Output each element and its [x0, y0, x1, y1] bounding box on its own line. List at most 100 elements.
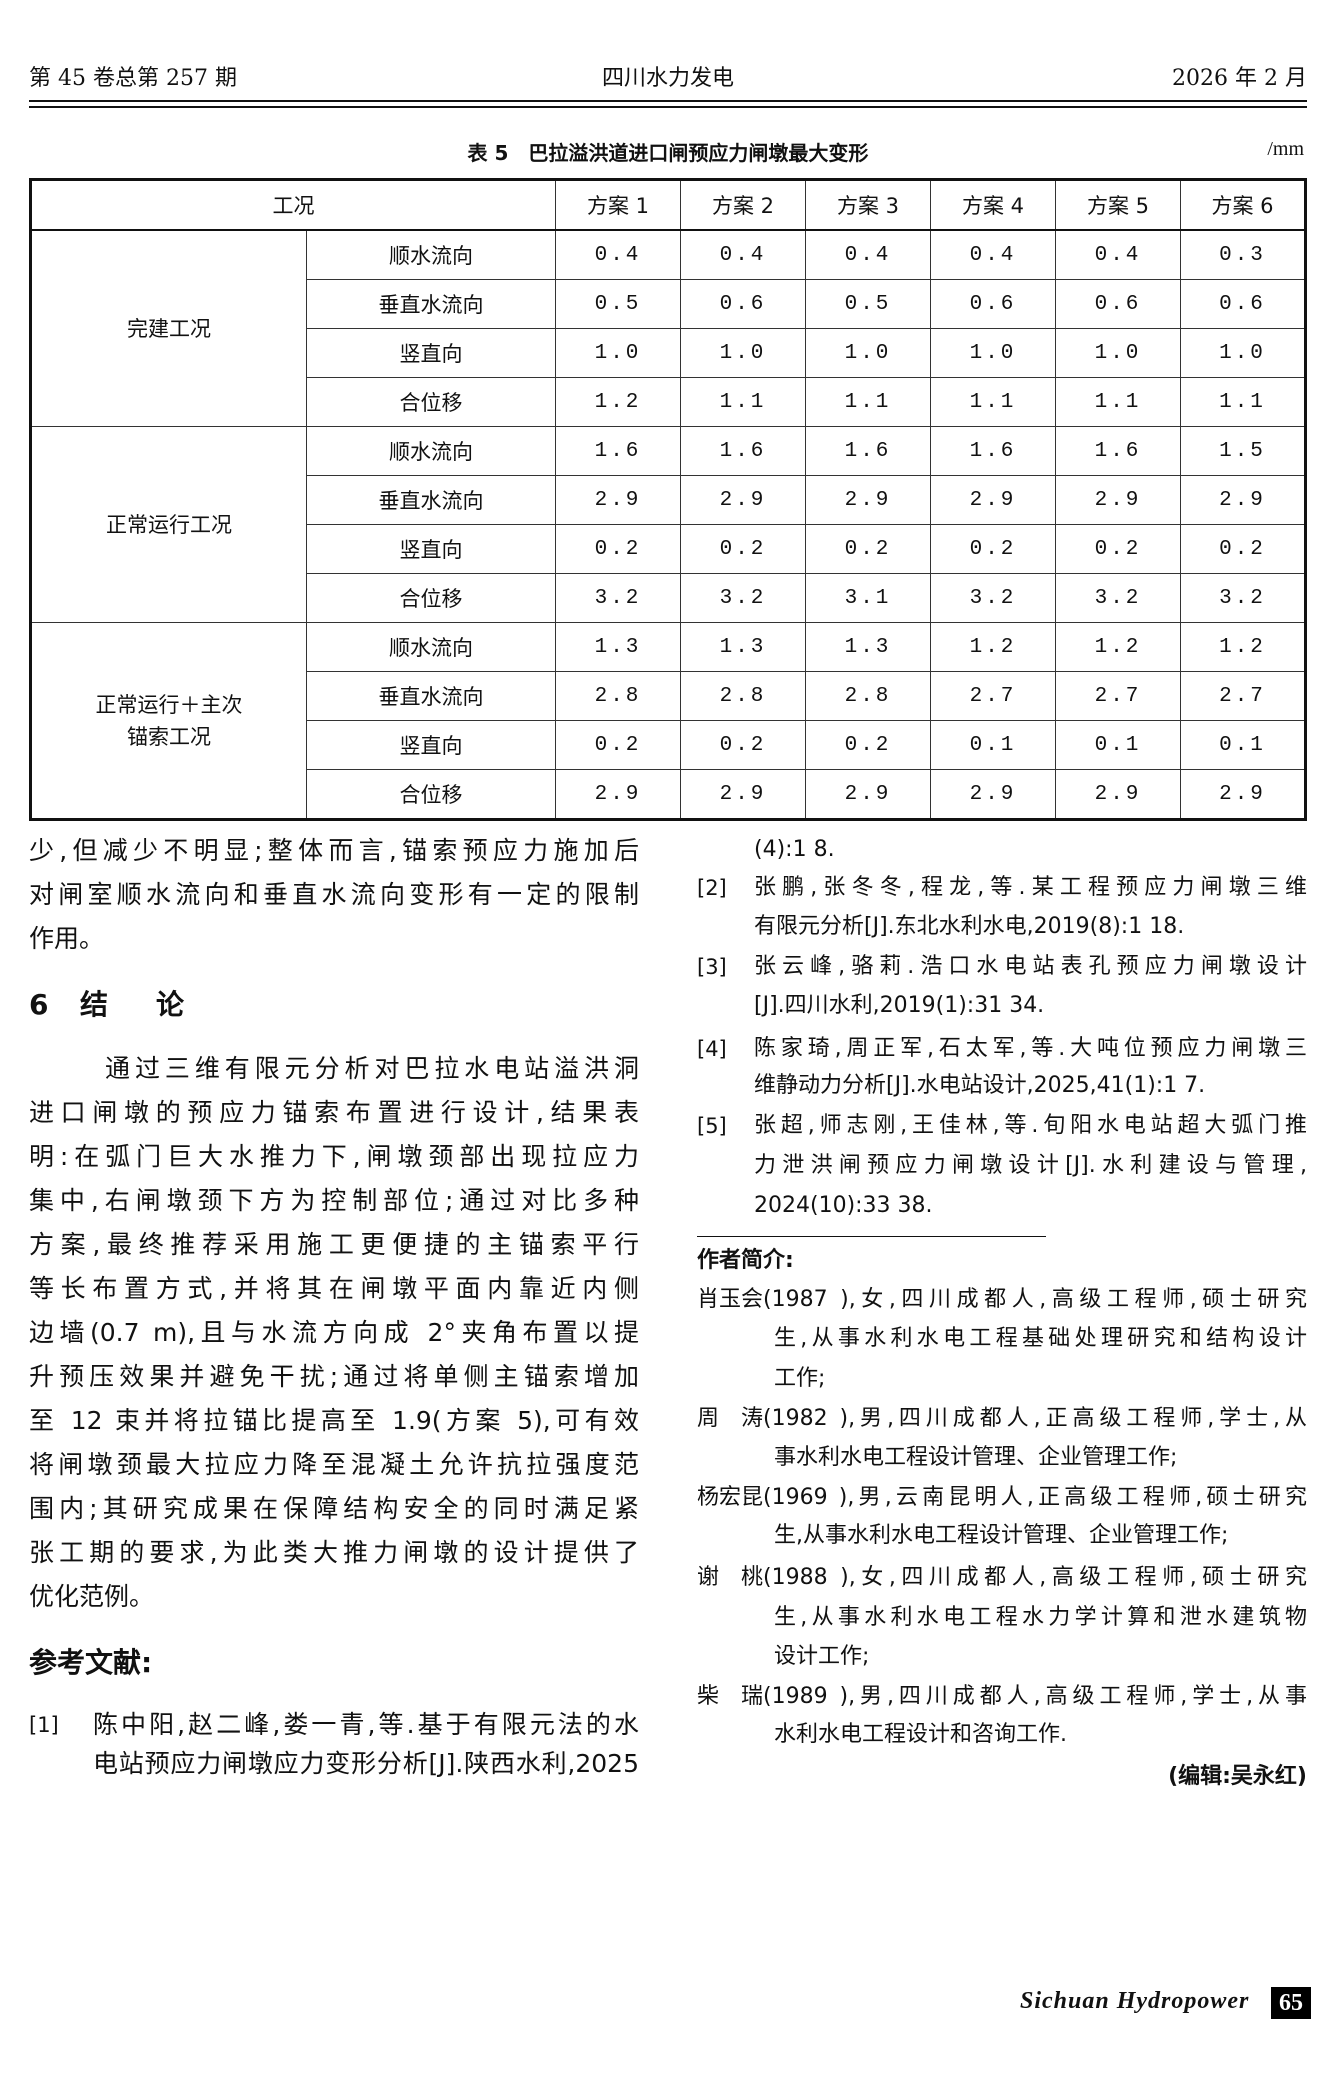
value-cell: 1.0 [680, 328, 806, 378]
value-cell: 1.6 [805, 426, 931, 476]
value-cell: 0.5 [805, 279, 931, 329]
value-cell: 3.2 [930, 573, 1056, 623]
reference-line: 张云峰,骆莉.浩口水电站表孔预应力闸墩设计 [754, 954, 1307, 979]
header-scheme-2: 方案 2 [680, 179, 806, 231]
paragraph-line: 方案,最终推荐采用施工更便捷的主锚索平行 [29, 1230, 639, 1259]
value-cell: 2.8 [555, 671, 681, 721]
value-cell: 2.8 [680, 671, 806, 721]
table-row: 正常运行工况 顺水流向 1.6 1.6 1.6 1.6 1.6 1.5 [30, 426, 1306, 623]
value-cell: 1.0 [1055, 328, 1181, 378]
table-row: 竖直向 0.2 0.2 0.2 0.2 0.2 0.2 [31, 524, 1306, 574]
value-cell: 2.9 [1180, 769, 1306, 820]
author-bio-line: (1987 ),女,四川成都人,高级工程师,硕士研究 [763, 1287, 1307, 1312]
header-scheme-1: 方案 1 [555, 179, 681, 231]
paragraph-line: 将闸墩颈最大拉应力降至混凝土允许抗拉强度范 [29, 1450, 639, 1479]
direction-cell: 合位移 [306, 377, 556, 427]
paragraph-line: 张工期的要求,为此类大推力闸墩的设计提供了 [29, 1538, 639, 1567]
table-row: 竖直向 0.2 0.2 0.2 0.1 0.1 0.1 [31, 720, 1306, 770]
value-cell: 2.7 [1180, 671, 1306, 721]
direction-cell: 顺水流向 [306, 229, 556, 280]
direction-cell: 合位移 [306, 769, 556, 820]
reference-line: 张超,师志刚,王佳林,等.旬阳水电站超大弧门推 [754, 1113, 1307, 1138]
author-name: 谢 桃 [697, 1565, 764, 1590]
value-cell: 3.2 [680, 573, 806, 623]
reference-number: [2] [697, 876, 727, 900]
value-cell: 0.1 [1180, 720, 1306, 770]
author-bio-line: 事水利水电工程设计管理、企业管理工作; [774, 1445, 1178, 1470]
editor-credit: (编辑:吴永红) [1168, 1764, 1307, 1789]
value-cell: 1.1 [930, 377, 1056, 427]
table-row: 正常运行＋主次 锚索工况 顺水流向 1.3 1.3 1.3 1.2 1.2 1.2 [30, 622, 1306, 820]
author-bio-line: 设计工作; [774, 1644, 870, 1669]
value-cell: 1.2 [555, 377, 681, 427]
value-cell: 1.0 [930, 328, 1056, 378]
paragraph-line: 通过三维有限元分析对巴拉水电站溢洪洞 [105, 1054, 639, 1083]
paragraph-line: 优化范例。 [29, 1582, 155, 1611]
value-cell: 1.1 [1055, 377, 1181, 427]
paragraph-line: 边墙(0.7 m),且与水流方向成 2°夹角布置以提 [29, 1318, 639, 1347]
value-cell: 0.2 [930, 524, 1056, 574]
paragraph-line: 升预压效果并避免干扰;通过将单侧主锚索增加 [29, 1362, 639, 1391]
value-cell: 0.1 [930, 720, 1056, 770]
reference-line: 张鹏,张冬冬,程龙,等.某工程预应力闸墩三维 [754, 875, 1307, 900]
value-cell: 1.0 [555, 328, 681, 378]
author-bio-line: 生,从事水利水电工程水力学计算和泄水建筑物 [774, 1605, 1307, 1630]
authors-divider [697, 1236, 1046, 1237]
value-cell: 1.1 [805, 377, 931, 427]
value-cell: 0.5 [555, 279, 681, 329]
value-cell: 0.6 [1055, 279, 1181, 329]
value-cell: 2.9 [805, 769, 931, 820]
value-cell: 3.1 [805, 573, 931, 623]
value-cell: 2.9 [1055, 769, 1181, 820]
table-caption: 表 5 巴拉溢洪道进口闸预应力闸墩最大变形 [467, 141, 869, 165]
reference-line: 2024(10):33 38. [754, 1193, 933, 1218]
header-rule-top [29, 100, 1307, 102]
section-title: 结 论 [80, 988, 195, 1021]
value-cell: 1.6 [930, 426, 1056, 476]
author-bio-line: (1969 ),男,云南昆明人,正高级工程师,硕士研究 [763, 1485, 1307, 1510]
paragraph-line: 作用。 [29, 924, 105, 953]
value-cell: 1.6 [1055, 426, 1181, 476]
footer-journal-en: Sichuan Hydropower [1020, 1988, 1250, 2014]
value-cell: 2.9 [555, 475, 681, 525]
paragraph-line: 等长布置方式,并将其在闸墩平面内靠近内侧 [29, 1274, 639, 1303]
direction-cell: 竖直向 [306, 328, 556, 378]
author-name: 周 涛 [697, 1406, 764, 1431]
value-cell: 0.3 [1180, 229, 1306, 280]
direction-cell: 垂直水流向 [306, 475, 556, 525]
table-row: 竖直向 1.0 1.0 1.0 1.0 1.0 1.0 [31, 328, 1306, 378]
direction-cell: 垂直水流向 [306, 671, 556, 721]
value-cell: 2.9 [1180, 475, 1306, 525]
value-cell: 0.2 [805, 524, 931, 574]
table-row: 垂直水流向 2.9 2.9 2.9 2.9 2.9 2.9 [31, 475, 1306, 525]
value-cell: 1.6 [680, 426, 806, 476]
value-cell: 1.3 [555, 622, 681, 672]
condition-cell: 正常运行工况 [30, 426, 307, 623]
direction-cell: 顺水流向 [306, 622, 556, 672]
value-cell: 2.9 [1055, 475, 1181, 525]
section-number: 6 [29, 988, 49, 1021]
value-cell: 0.2 [680, 720, 806, 770]
author-bio-line: 生,从事水利水电工程基础处理研究和结构设计 [774, 1326, 1307, 1351]
value-cell: 0.4 [1055, 229, 1181, 280]
value-cell: 0.2 [1180, 524, 1306, 574]
reference-number: [4] [697, 1037, 727, 1061]
table-row: 合位移 1.2 1.1 1.1 1.1 1.1 1.1 [31, 377, 1306, 427]
author-bio-line: 工作; [774, 1366, 826, 1391]
value-cell: 2.9 [680, 769, 806, 820]
value-cell: 0.2 [555, 720, 681, 770]
value-cell: 1.2 [1055, 622, 1181, 672]
page-number: 65 [1271, 1987, 1311, 2019]
reference-line: 力泄洪闸预应力闸墩设计[J].水利建设与管理, [754, 1153, 1307, 1178]
reference-line: 有限元分析[J].东北水利水电,2019(8):1 18. [754, 914, 1185, 939]
reference-line: (4):1 8. [754, 837, 835, 862]
value-cell: 1.5 [1180, 426, 1306, 476]
author-bio-line: 水利水电工程设计和咨询工作. [774, 1722, 1067, 1747]
paragraph-line: 进口闸墩的预应力锚索布置进行设计,结果表 [29, 1098, 639, 1127]
table-row: 垂直水流向 2.8 2.8 2.8 2.7 2.7 2.7 [31, 671, 1306, 721]
reference-line: 陈家琦,周正军,石太军,等.大吨位预应力闸墩三 [754, 1036, 1307, 1061]
condition-cell: 正常运行＋主次 锚索工况 [30, 622, 307, 820]
header-scheme-6: 方案 6 [1180, 179, 1306, 231]
value-cell: 0.4 [555, 229, 681, 280]
value-cell: 3.2 [1055, 573, 1181, 623]
